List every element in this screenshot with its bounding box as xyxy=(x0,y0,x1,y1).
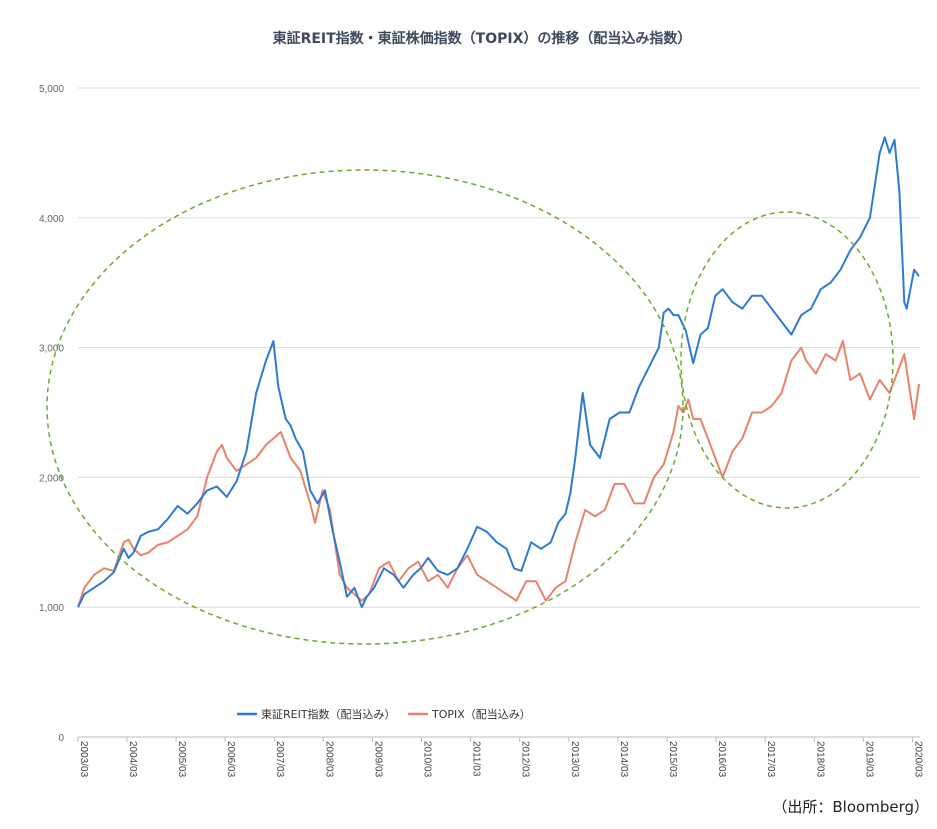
y-tick-label: 1,000 xyxy=(39,603,64,614)
x-tick-label: 2014/03 xyxy=(618,741,629,778)
x-tick-label: 2016/03 xyxy=(716,741,727,778)
x-tick-label: 2006/03 xyxy=(225,741,236,778)
y-tick-label: 3,000 xyxy=(39,344,64,355)
x-tick-label: 2011/03 xyxy=(471,741,482,777)
legend: 東証REIT指数（配当込み） TOPIX（配当込み） xyxy=(237,707,531,721)
x-tick-label: 2005/03 xyxy=(176,741,187,778)
x-tick-label: 2019/03 xyxy=(863,741,874,778)
x-tick-label: 2013/03 xyxy=(569,741,580,778)
x-tick-label: 2007/03 xyxy=(274,741,285,778)
y-axis-ticks: 0 1,000 2,000 3,000 4,000 5,000 xyxy=(39,84,64,744)
x-tick-label: 2008/03 xyxy=(323,741,334,778)
x-tick-label: 2015/03 xyxy=(667,741,678,778)
y-tick-label: 4,000 xyxy=(39,214,64,225)
x-tick-label: 2004/03 xyxy=(127,741,138,778)
annotation-ellipse-right xyxy=(680,211,894,509)
y-tick-label: 0 xyxy=(58,733,64,744)
grid xyxy=(78,87,920,738)
series-line-1 xyxy=(77,340,920,608)
series-line-0 xyxy=(77,136,920,609)
annotation-ellipse-left xyxy=(46,169,684,645)
x-tick-label: 2020/03 xyxy=(912,741,923,778)
legend-label-0: 東証REIT指数（配当込み） xyxy=(261,707,396,721)
x-tick-label: 2003/03 xyxy=(78,741,89,778)
x-tick-label: 2012/03 xyxy=(520,741,531,778)
source-note: （出所：Bloomberg） xyxy=(772,798,929,816)
series-lines xyxy=(77,136,920,609)
x-tick-label: 2009/03 xyxy=(372,741,383,778)
chart-title: 東証REIT指数・東証株価指数（TOPIX）の推移（配当込み指数） xyxy=(273,30,692,47)
y-tick-label: 5,000 xyxy=(39,84,64,95)
x-tick-label: 2018/03 xyxy=(814,741,825,778)
y-tick-label: 2,000 xyxy=(39,473,64,484)
legend-label-1: TOPIX（配当込み） xyxy=(431,707,531,721)
x-axis-ticks: 2003/03 2004/03 2005/03 2006/03 2007/03 2008/… xyxy=(77,737,923,778)
x-tick-label: 2017/03 xyxy=(765,741,776,778)
annotation-ellipses xyxy=(46,169,894,645)
x-tick-label: 2010/03 xyxy=(422,741,433,778)
